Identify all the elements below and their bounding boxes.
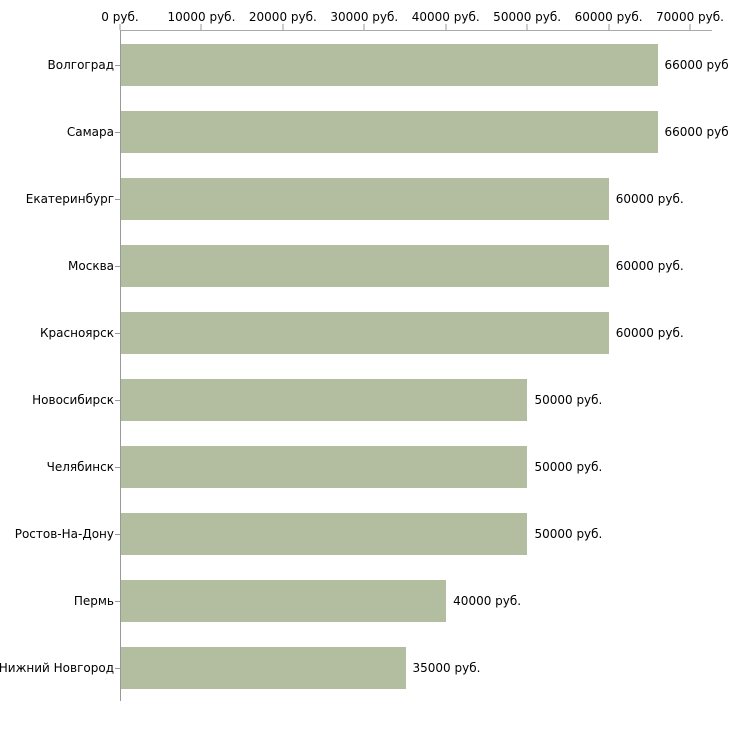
value-label: 60000 руб.	[615, 258, 684, 273]
y-tick-mark	[115, 332, 120, 334]
bar-row: Самара 66000 руб	[67, 98, 729, 165]
category-label: Ростов-На-Дону	[14, 526, 114, 541]
value-label: 40000 руб.	[453, 593, 522, 608]
bar	[121, 177, 609, 220]
x-tick-mark	[689, 24, 691, 30]
category-label: Волгоград	[47, 57, 114, 72]
bar-row: Ростов-На-Дону 50000 руб.	[15, 500, 712, 567]
x-tick-label: 20000 руб.	[248, 10, 317, 24]
plot-area: Волгоград 66000 руб Самара 66000 руб Екатери…	[0, 30, 729, 701]
bar-row: Москва 60000 руб.	[68, 232, 712, 299]
y-tick-mark	[115, 64, 120, 66]
bar-row: Пермь 40000 руб.	[74, 567, 712, 634]
category-label: Москва	[68, 258, 114, 273]
category-label: Екатеринбург	[25, 191, 114, 206]
y-tick-mark	[115, 265, 120, 267]
x-tick-label: 40000 руб.	[411, 10, 480, 24]
x-tick-label: 60000 руб.	[574, 10, 643, 24]
x-tick-mark	[282, 24, 284, 30]
bar-row: Екатеринбург 60000 руб.	[26, 165, 712, 232]
bar	[121, 512, 528, 555]
value-label: 60000 руб.	[615, 191, 684, 206]
category-label: Красноярск	[40, 325, 114, 340]
bar	[121, 579, 447, 622]
bar-row: Красноярск 60000 руб.	[40, 299, 712, 366]
category-label: Самара	[66, 124, 114, 139]
x-tick-mark	[119, 24, 121, 30]
bar-row: Новосибирск 50000 руб.	[32, 366, 712, 433]
value-label: 35000 руб.	[412, 660, 481, 675]
x-tick-label: 0 руб.	[101, 10, 139, 24]
x-tick-mark	[200, 24, 202, 30]
category-label: Пермь	[73, 593, 114, 608]
y-tick-mark	[115, 399, 120, 401]
value-label: 50000 руб.	[534, 392, 603, 407]
category-label: Новосибирск	[32, 392, 114, 407]
x-tick-mark	[608, 24, 610, 30]
x-tick-mark	[363, 24, 365, 30]
x-tick-mark	[445, 24, 447, 30]
bar-row: Челябинск 50000 руб.	[47, 433, 712, 500]
bar	[121, 43, 658, 86]
y-tick-mark	[115, 198, 120, 200]
value-label: 66000 руб	[664, 57, 729, 72]
y-tick-mark	[115, 667, 120, 669]
y-tick-mark	[115, 533, 120, 535]
value-label: 50000 руб.	[534, 526, 603, 541]
category-label: Нижний Новгород	[0, 660, 114, 675]
bar-row: Волгоград 66000 руб	[48, 31, 729, 98]
y-tick-mark	[115, 131, 120, 133]
x-tick-mark	[526, 24, 528, 30]
y-tick-mark	[115, 600, 120, 602]
x-tick-label: 70000 руб.	[656, 10, 724, 24]
bar	[121, 646, 406, 689]
value-label: 60000 руб.	[615, 325, 684, 340]
bar	[121, 244, 609, 287]
bar	[121, 378, 528, 421]
x-tick-label: 30000 руб.	[330, 10, 399, 24]
x-tick-label: 50000 руб.	[493, 10, 562, 24]
bar	[121, 445, 528, 488]
value-label: 66000 руб	[664, 124, 729, 139]
value-label: 50000 руб.	[534, 459, 603, 474]
bar	[121, 110, 658, 153]
category-label: Челябинск	[46, 459, 114, 474]
y-tick-mark	[115, 466, 120, 468]
bar	[121, 311, 609, 354]
x-axis: 0 руб. 10000 руб. 20000 руб. 30000 руб. 4000…	[101, 0, 724, 30]
x-tick-label: 10000 руб.	[167, 10, 236, 24]
bar-row: Нижний Новгород 35000 руб.	[0, 634, 712, 701]
